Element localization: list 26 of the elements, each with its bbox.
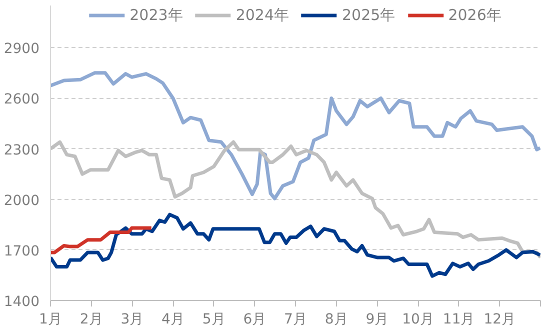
y-tick-label: 1400 xyxy=(4,294,40,310)
y-tick-label: 2600 xyxy=(4,92,40,108)
x-tick-label: 2月 xyxy=(80,312,103,328)
x-tick-label: 3月 xyxy=(120,312,144,328)
legend-label: 2023年 xyxy=(130,6,183,24)
line-series xyxy=(50,226,154,254)
legend-label: 2024年 xyxy=(236,6,289,24)
y-tick-label: 2300 xyxy=(4,142,40,158)
line-series xyxy=(50,140,540,260)
x-tick-label: 4月 xyxy=(162,312,184,328)
x-tick-label: 6月 xyxy=(243,312,266,328)
x-tick-label: 10月 xyxy=(402,312,434,328)
x-tick-label: 8月 xyxy=(324,312,348,328)
y-tick-label: 2900 xyxy=(4,41,40,58)
x-tick-label: 7月 xyxy=(284,312,307,328)
legend-label: 2026年 xyxy=(448,6,502,24)
legend-label: 2025年 xyxy=(342,6,396,24)
x-tick-label: 1月 xyxy=(39,312,62,328)
x-tick-label: 5月 xyxy=(202,312,226,328)
x-tick-label: 9月 xyxy=(366,312,389,328)
x-tick-label: 11月 xyxy=(442,312,475,328)
x-tick-label: 12月 xyxy=(484,312,516,328)
line-series xyxy=(50,71,540,200)
y-tick-label: 2000 xyxy=(4,192,40,209)
line-series xyxy=(50,212,540,278)
y-tick-label: 1700 xyxy=(4,243,40,260)
